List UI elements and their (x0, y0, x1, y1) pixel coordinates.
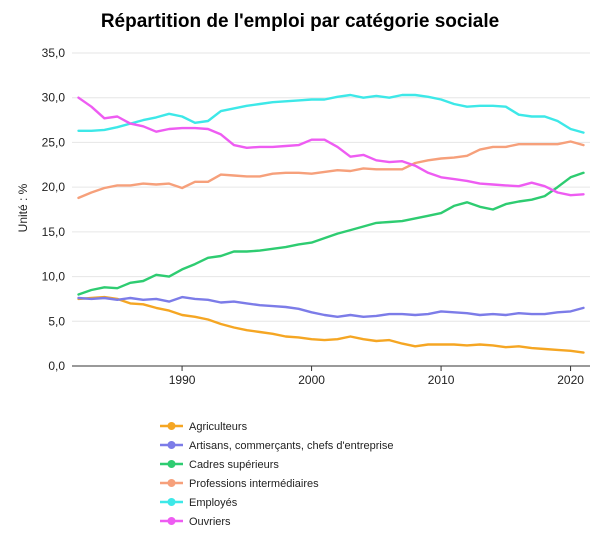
legend-label: Agriculteurs (189, 421, 248, 433)
y-tick-label: 30,0 (42, 91, 66, 105)
x-axis-ticks: 1990 2000 2010 2020 (169, 366, 584, 387)
legend-item[interactable]: Agriculteurs (160, 421, 248, 433)
legend-swatch-dot (167, 422, 176, 430)
x-tick-label: 2010 (428, 373, 455, 387)
legend-item[interactable]: Professions intermédiaires (160, 478, 319, 490)
x-tick-label: 1990 (169, 373, 196, 387)
gridlines (72, 52, 590, 322)
legend-label: Employés (189, 497, 238, 509)
legend: Agriculteurs Artisans, commerçants, chefs… (160, 421, 393, 528)
legend-swatch-dot (167, 498, 176, 506)
series-line-5 (77, 96, 585, 197)
chart-title: Répartition de l'emploi par catégorie so… (101, 11, 499, 32)
y-axis-ticks: 0,0 5,0 10,0 15,0 20,0 25,0 30,0 35,0 (42, 46, 66, 373)
x-tick-label: 2020 (557, 373, 584, 387)
series-line-1 (77, 295, 585, 318)
legend-swatch-dot (167, 460, 176, 468)
legend-swatch-dot (167, 479, 176, 487)
x-tick-label: 2000 (298, 373, 325, 387)
y-tick-label: 10,0 (42, 270, 66, 284)
y-tick-label: 35,0 (42, 46, 66, 60)
legend-item[interactable]: Artisans, commerçants, chefs d'entrepris… (160, 440, 393, 452)
series-line-4 (77, 93, 585, 134)
legend-swatch-dot (167, 517, 176, 525)
legend-label: Artisans, commerçants, chefs d'entrepris… (189, 440, 393, 452)
legend-item[interactable]: Ouvriers (160, 516, 231, 528)
y-tick-label: 0,0 (48, 359, 65, 373)
y-tick-label: 25,0 (42, 135, 66, 149)
legend-label: Ouvriers (189, 516, 231, 528)
y-tick-label: 20,0 (42, 180, 66, 194)
series-line-2 (77, 171, 585, 296)
y-tick-label: 5,0 (48, 314, 65, 328)
legend-label: Professions intermédiaires (189, 478, 319, 490)
series-lines (77, 93, 585, 354)
legend-item[interactable]: Cadres supérieurs (160, 459, 279, 471)
legend-label: Cadres supérieurs (189, 459, 279, 471)
legend-item[interactable]: Employés (160, 497, 238, 509)
series-line-0 (77, 295, 585, 354)
series-line-3 (77, 140, 585, 200)
y-tick-label: 15,0 (42, 225, 66, 239)
legend-swatch-dot (167, 441, 176, 449)
y-axis-label: Unité : % (16, 183, 30, 232)
